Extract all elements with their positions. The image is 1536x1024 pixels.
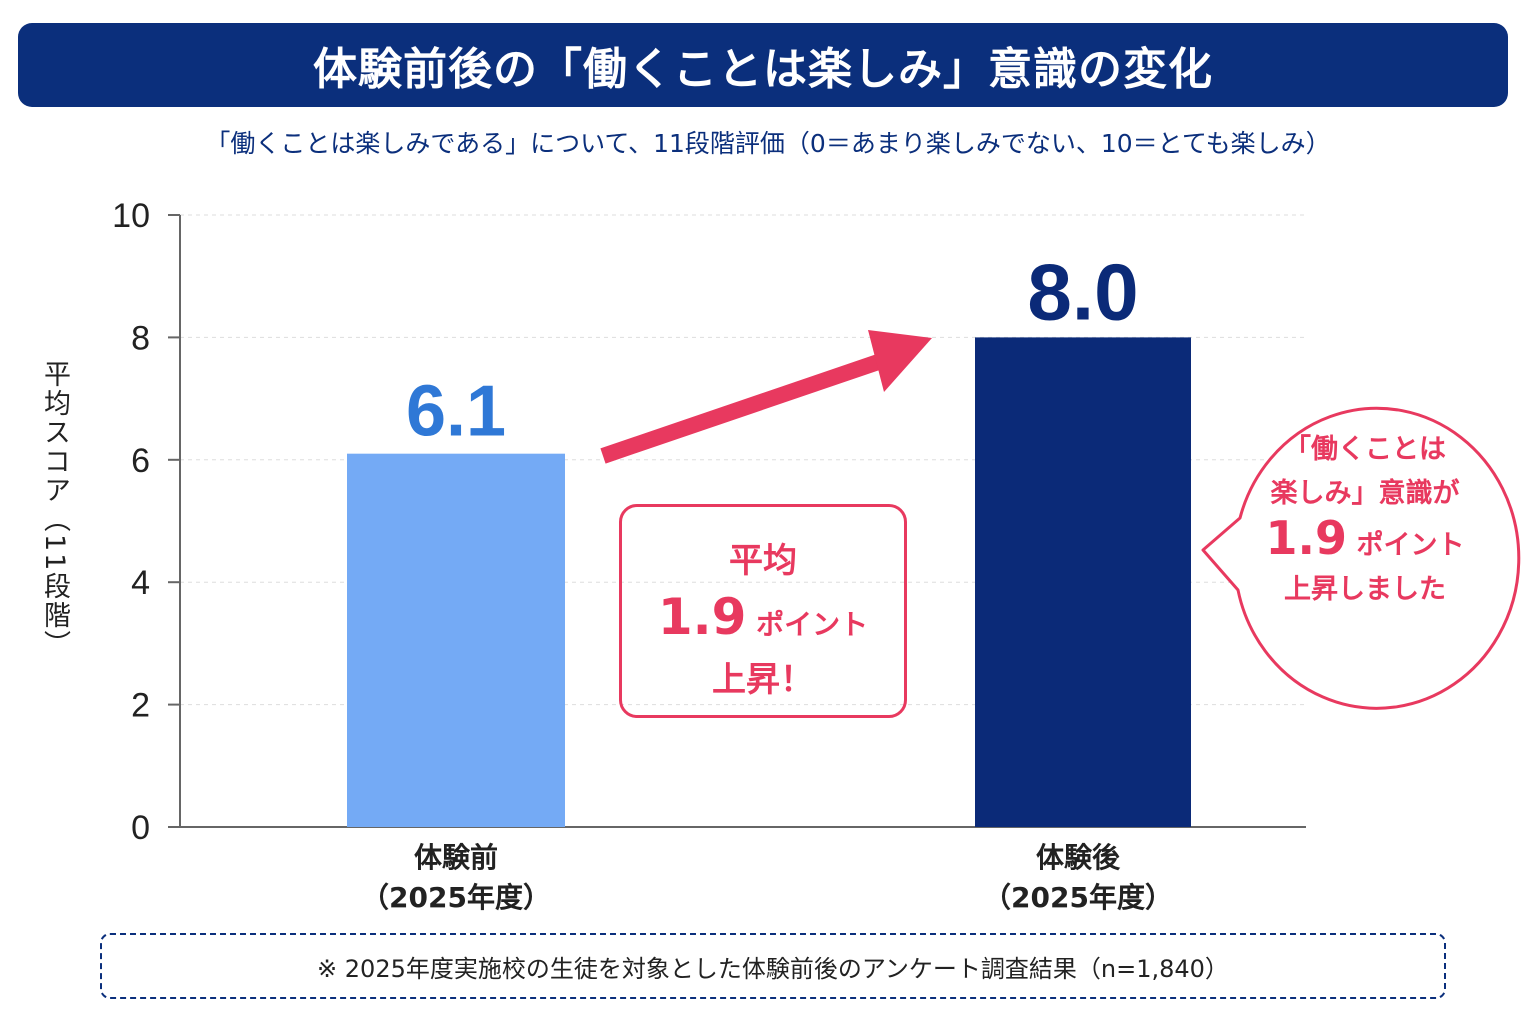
title-banner: 体験前後の「働くことは楽しみ」意識の変化 [18,23,1508,107]
category-label: 体験前 [413,841,498,874]
increase-callout-box: 平均 1.9 ポイント 上昇！ [619,504,907,718]
category-sublabel: （2025年度） [983,881,1173,914]
speech-bubble [1201,406,1521,710]
bar-value-label: 6.1 [406,372,506,452]
y-tick-label: 0 [131,809,150,847]
bar-value-label: 8.0 [1027,247,1138,336]
increase-arrow-shaft [600,350,893,464]
bar [975,337,1191,827]
y-axis-label: 平均スコア（11段階） [39,360,70,660]
y-tick-label: 6 [131,442,150,480]
x-category-after: 体験後 （2025年度） [948,838,1208,918]
bubble-line: 上昇しました [1284,574,1446,605]
bubble-line: 1.9 ポイント [1240,515,1490,568]
chart-subtitle: 「働くことは楽しみである」について、11段階評価（0＝あまり楽しみでない、10＝… [205,129,1331,158]
y-tick-label: 4 [131,564,150,602]
callout-line: 上昇！ [712,660,814,700]
category-label: 体験後 [1035,841,1120,874]
chart-title: 体験前後の「働くことは楽しみ」意識の変化 [313,44,1213,95]
bubble-line: 「働くことは [1284,434,1446,465]
callout-unit: ポイント [756,608,869,641]
increase-arrow-head [868,330,932,392]
bubble-number: 1.9 [1265,511,1348,565]
y-tick-label: 2 [131,687,150,725]
x-category-before: 体験前 （2025年度） [326,838,586,918]
y-tick-label: 10 [112,197,150,235]
y-tick-label: 8 [131,319,150,357]
bubble-line: 楽しみ」意識が [1270,478,1460,509]
category-sublabel: （2025年度） [361,881,551,914]
speech-bubble-text: 「働くことは 楽しみ」意識が 1.9 ポイント 上昇しました [1240,428,1490,612]
footnote: ※ 2025年度実施校の生徒を対象とした体験前後のアンケート調査結果（n=1,8… [100,933,1446,999]
callout-line: 平均 [729,541,797,581]
bar [347,453,565,827]
callout-number: 1.9 [657,588,747,646]
callout-line: 1.9 ポイント [622,588,904,646]
bubble-unit: ポイント [1356,530,1465,561]
